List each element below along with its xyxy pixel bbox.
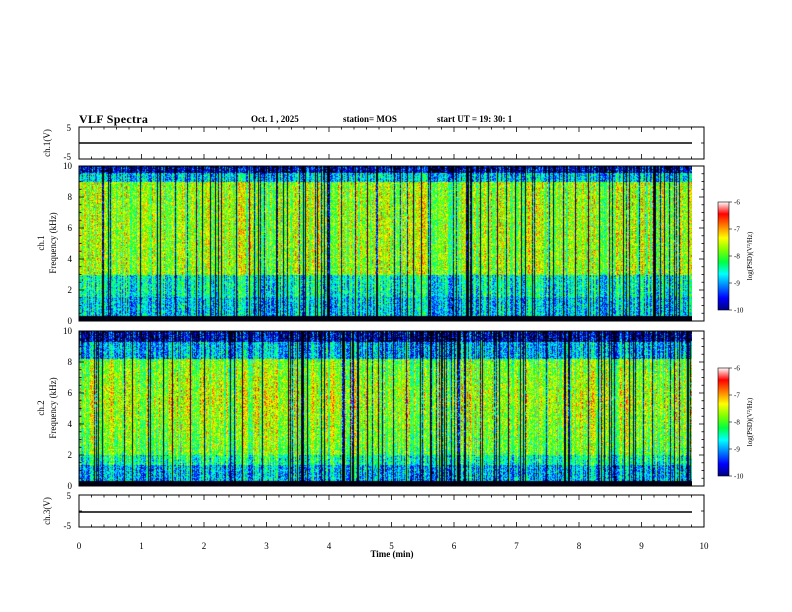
y-tick-label: 6 <box>68 388 73 398</box>
x-tick-label: 9 <box>639 541 644 551</box>
ch1-colorbar-label: log(PSD)(V²/Hz) <box>746 231 754 280</box>
y-tick-label: 0 <box>68 316 73 326</box>
y-tick-label: 2 <box>68 285 73 295</box>
x-tick-label: 0 <box>77 541 82 551</box>
x-tick-label: 6 <box>452 541 457 551</box>
start-time-label: start UT = 19: 30: 1 <box>437 114 513 124</box>
x-tick-label: 1 <box>139 541 144 551</box>
ch1-ytick-top: 5 <box>67 123 72 133</box>
colorbar-tick-label: -8 <box>734 253 740 261</box>
ch2-spectrogram-image <box>79 331 692 486</box>
ch3-ytick-top: 5 <box>67 491 72 501</box>
ch1-ytick-bottom: -5 <box>64 152 72 162</box>
ch1-ylabel-channel: ch.1 <box>36 235 46 250</box>
ch1-ylabel-frequency: Frequency (kHz) <box>48 212 58 273</box>
ch2-spectrogram-panel: ch.2 Frequency (kHz) <box>36 330 705 487</box>
ch1-waveform-panel: 5 -5 ch.1(V) <box>42 123 705 162</box>
colorbar-tick-label: -10 <box>734 473 744 481</box>
colorbar-tick-label: -10 <box>734 307 744 315</box>
y-tick-label: 8 <box>68 357 73 367</box>
x-tick-label: 3 <box>264 541 269 551</box>
ch2-ylabel-channel: ch.2 <box>36 400 46 415</box>
x-axis-label: Time (min) <box>370 549 413 559</box>
station-label: station= MOS <box>343 114 397 124</box>
ch2-colorbar-label: log(PSD)(V²/Hz) <box>746 397 754 446</box>
x-tick-label: 7 <box>514 541 519 551</box>
colorbar-tick-label: -7 <box>734 226 740 234</box>
y-tick-label: 0 <box>68 481 73 491</box>
x-tick-label: 5 <box>389 541 394 551</box>
colorbar-tick-label: -6 <box>734 199 740 207</box>
colorbar-tick-label: -6 <box>734 365 740 373</box>
ch2-ylabel-frequency: Frequency (kHz) <box>48 377 58 438</box>
y-tick-label: 6 <box>68 223 73 233</box>
ch1-colorbar-scale <box>717 201 730 311</box>
colorbar-tick-label: -8 <box>734 419 740 427</box>
y-tick-label: 4 <box>68 419 73 429</box>
y-tick-label: 10 <box>63 326 73 336</box>
y-tick-label: 4 <box>68 254 73 264</box>
x-tick-label: 8 <box>577 541 582 551</box>
ch2-colorbar-scale <box>717 367 730 477</box>
ch1-spectrogram-image <box>79 166 692 321</box>
axis-ticks: 0 1 2 3 4 5 6 7 8 9 100246810-6-7-8-9-100246810-6-… <box>63 126 744 551</box>
colorbar-tick-label: -9 <box>734 280 740 288</box>
ch1-ylabel: ch.1(V) <box>42 129 52 157</box>
colorbar-tick-label: -9 <box>734 446 740 454</box>
date-label: Oct. 1 , 2025 <box>251 114 299 124</box>
x-tick-label: 10 <box>700 541 710 551</box>
x-tick-label: 4 <box>327 541 332 551</box>
y-tick-label: 10 <box>63 161 73 171</box>
x-tick-label: 2 <box>202 541 207 551</box>
colorbar-tick-label: -7 <box>734 392 740 400</box>
y-tick-label: 2 <box>68 450 73 460</box>
y-tick-label: 8 <box>68 192 73 202</box>
ch1-spectrogram-panel: ch.1 Frequency (kHz) <box>36 165 705 322</box>
ch3-ylabel: ch.3(V) <box>42 497 52 525</box>
ch3-ytick-bottom: -5 <box>64 521 72 531</box>
chart-title: VLF Spectra <box>79 112 149 126</box>
